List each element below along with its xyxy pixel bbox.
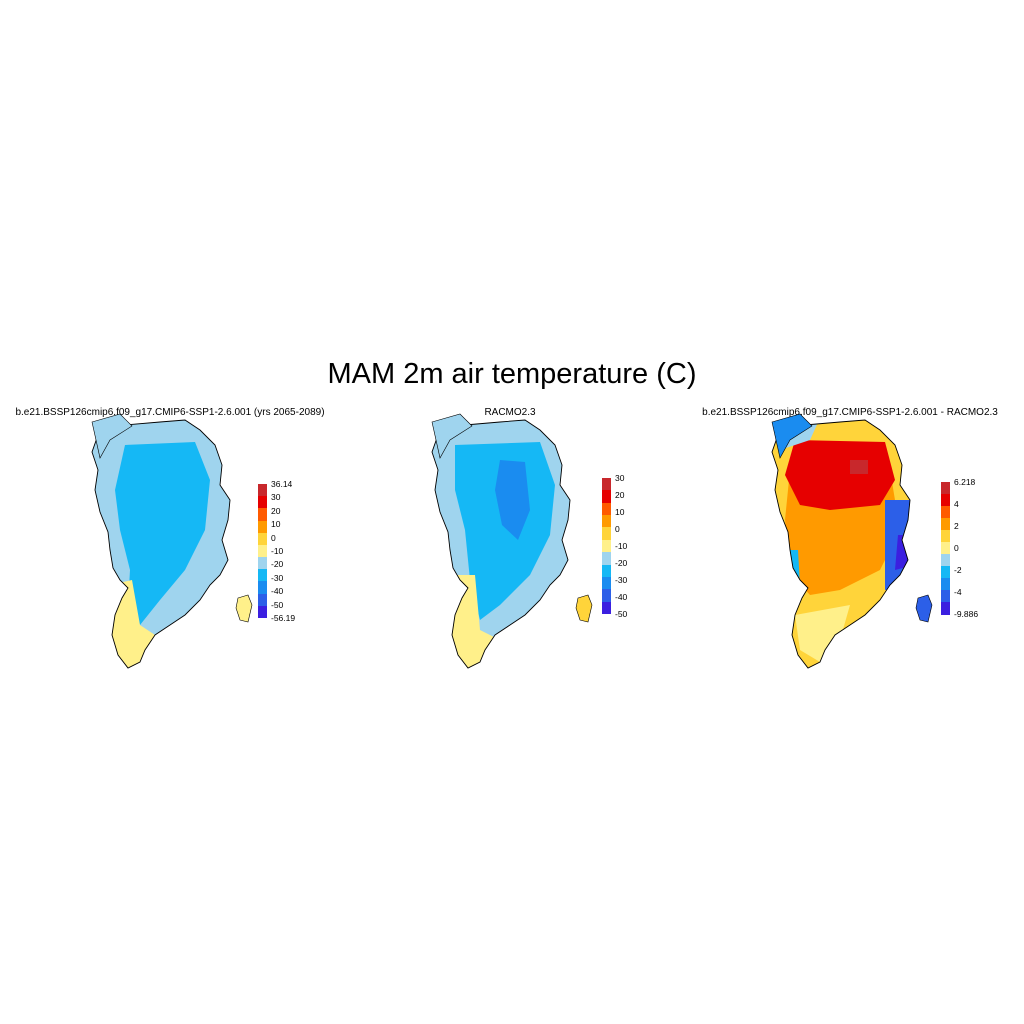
- difference-panel: b.e21.BSSP126cmip6.f09_g17.CMIP6-SSP1-2.…: [680, 400, 1020, 700]
- colorbar-swatch: [258, 569, 267, 582]
- iceland: [235, 594, 253, 623]
- coastline: [431, 419, 571, 669]
- colorbar-label: -50: [271, 599, 284, 610]
- colorbar-label: -20: [615, 558, 628, 568]
- colorbar-swatch: [258, 557, 267, 570]
- colorbar-label: -4: [954, 587, 962, 597]
- colorbar-label: -20: [271, 559, 284, 570]
- colorbar-swatch: [941, 494, 950, 507]
- colorbar-label: -2: [954, 565, 962, 575]
- colorbar-label: 20: [271, 505, 281, 516]
- colorbar-swatch: [602, 515, 611, 528]
- colorbar-label: 0: [954, 543, 959, 553]
- colorbar-label: -50: [615, 609, 628, 619]
- racmo-panel-title: RACMO2.3: [484, 407, 536, 418]
- colorbar-swatch: [941, 482, 950, 495]
- field-cell: [495, 460, 530, 540]
- colorbar-label: 0: [615, 524, 620, 534]
- colorbar-label: -30: [615, 575, 628, 585]
- field-cell: [795, 605, 850, 662]
- colorbar-label: -40: [271, 586, 284, 597]
- iceland: [575, 594, 593, 623]
- colorbar-label: 10: [615, 507, 625, 517]
- field-cell: [455, 442, 555, 620]
- colorbar-label: -9.886: [954, 609, 979, 619]
- colorbar-label: 0: [271, 532, 276, 543]
- colorbar-swatch: [602, 564, 611, 578]
- colorbar-label: 36.14: [271, 479, 293, 489]
- figure-title: MAM 2m air temperature (C): [327, 358, 697, 390]
- colorbar-swatch: [602, 539, 611, 553]
- colorbar-swatch: [258, 581, 267, 595]
- model-map: [91, 413, 253, 669]
- colorbar-swatch: [258, 484, 267, 497]
- colorbar-swatch: [602, 502, 611, 516]
- colorbar-swatch: [941, 554, 950, 567]
- colorbar-label: -10: [271, 546, 284, 556]
- coastline: [91, 419, 231, 669]
- map-field: [772, 420, 910, 668]
- colorbar-swatch: [602, 552, 611, 566]
- field-cell: [850, 460, 868, 474]
- colorbar-swatch: [258, 520, 267, 534]
- colorbar-label: 30: [615, 473, 625, 483]
- iceland: [915, 594, 933, 623]
- difference-panel-title: b.e21.BSSP126cmip6.f09_g17.CMIP6-SSP1-2.…: [702, 407, 998, 418]
- ellesmere-island: [771, 413, 813, 459]
- colorbar-swatch: [602, 601, 611, 615]
- colorbar-swatch: [941, 590, 950, 603]
- racmo-panel: RACMO2.3 30 20 10 0 -10 -20 -30 -40 -50: [340, 400, 680, 700]
- colorbar-swatch: [258, 508, 267, 522]
- difference-map: [771, 413, 933, 669]
- field-cell: [108, 580, 160, 668]
- colorbar-label: -56.19: [271, 613, 296, 623]
- coastline: [771, 419, 911, 669]
- map-field: [92, 420, 230, 668]
- colorbar-label: -40: [615, 592, 628, 602]
- field-cell: [785, 440, 895, 510]
- colorbar-label: 20: [615, 490, 625, 500]
- model-panel-title: b.e21.BSSP126cmip6.f09_g17.CMIP6-SSP1-2.…: [15, 407, 325, 418]
- colorbar-swatch: [941, 518, 950, 531]
- colorbar-label: 2: [954, 521, 959, 531]
- colorbar-label: 10: [271, 519, 281, 530]
- colorbar-label: 30: [271, 492, 281, 503]
- colorbar-swatch: [941, 530, 950, 543]
- colorbar-swatch: [602, 589, 611, 603]
- colorbar-swatch: [602, 576, 611, 590]
- colorbar-swatch: [941, 542, 950, 555]
- colorbar-swatch: [602, 490, 611, 504]
- colorbar-label: 4: [954, 499, 959, 509]
- colorbar-swatch: [941, 566, 950, 579]
- colorbar-swatch: [258, 593, 267, 607]
- ellesmere-island: [431, 413, 473, 459]
- colorbar-label: 6.218: [954, 477, 976, 487]
- colorbar-swatch: [941, 602, 950, 615]
- colorbar-label: -30: [271, 572, 284, 583]
- field-cell: [115, 442, 210, 625]
- colorbar-swatch: [602, 527, 611, 541]
- colorbar-swatch: [941, 506, 950, 519]
- colorbar-label: -10: [615, 541, 628, 551]
- colorbar-swatch: [602, 478, 611, 491]
- ellesmere-island: [91, 413, 133, 459]
- colorbar-swatch: [258, 532, 267, 546]
- colorbar-swatch: [258, 544, 267, 558]
- map-field: [432, 420, 570, 668]
- racmo-map: [431, 413, 593, 669]
- model-panel: b.e21.BSSP126cmip6.f09_g17.CMIP6-SSP1-2.…: [0, 400, 340, 700]
- colorbar-swatch: [258, 496, 267, 509]
- colorbar-swatch: [258, 605, 267, 619]
- colorbar-swatch: [941, 578, 950, 591]
- field-cell: [895, 535, 910, 570]
